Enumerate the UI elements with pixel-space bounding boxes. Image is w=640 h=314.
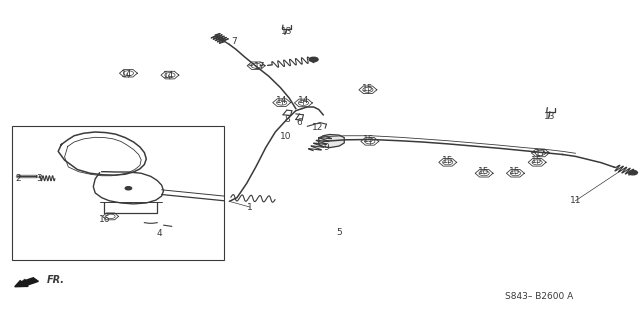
Text: 13: 13: [281, 27, 292, 36]
Text: 7: 7: [231, 37, 237, 46]
Text: 14: 14: [276, 96, 287, 105]
Text: 15: 15: [477, 166, 489, 176]
Text: FR.: FR.: [47, 275, 65, 285]
Text: 16: 16: [99, 215, 111, 224]
Text: 13: 13: [544, 112, 556, 121]
Circle shape: [309, 57, 318, 62]
Text: 10: 10: [280, 132, 291, 141]
Text: 17: 17: [253, 62, 265, 71]
Text: 3: 3: [36, 174, 42, 183]
Circle shape: [628, 171, 637, 175]
Text: 11: 11: [570, 196, 581, 205]
Text: 6: 6: [297, 118, 303, 127]
Polygon shape: [319, 134, 344, 148]
Text: 5: 5: [336, 228, 342, 236]
Text: 15: 15: [362, 84, 374, 93]
Text: 4: 4: [156, 229, 162, 238]
Text: 15: 15: [531, 156, 543, 165]
Text: 15: 15: [442, 156, 454, 165]
Circle shape: [125, 187, 132, 190]
Text: 14: 14: [298, 96, 309, 105]
Text: 2: 2: [16, 174, 21, 183]
FancyArrow shape: [15, 278, 38, 287]
Text: 15: 15: [509, 166, 520, 176]
Text: 14: 14: [122, 70, 133, 79]
Text: 8: 8: [284, 115, 290, 124]
Text: 17: 17: [534, 149, 546, 158]
Text: 9: 9: [323, 143, 329, 152]
Bar: [12, 126, 224, 260]
Text: 14: 14: [163, 71, 174, 80]
Text: 12: 12: [312, 123, 323, 132]
Text: 15: 15: [364, 135, 375, 144]
Text: 1: 1: [247, 203, 253, 212]
Text: S843– B2600 A: S843– B2600 A: [505, 292, 573, 301]
